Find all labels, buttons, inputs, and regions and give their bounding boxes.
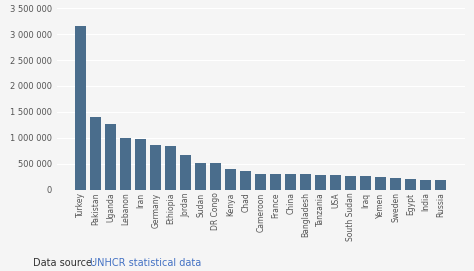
Bar (271, 174, 281, 190)
Bar (301, 175, 311, 190)
Bar (436, 180, 446, 190)
Bar (150, 145, 161, 190)
Bar (420, 180, 431, 190)
Bar (330, 175, 341, 190)
Bar (91, 117, 101, 190)
Bar (136, 139, 146, 190)
Bar (240, 170, 251, 190)
Bar (210, 163, 221, 190)
Bar (391, 178, 401, 190)
Bar (226, 169, 236, 190)
Bar (255, 174, 266, 190)
Text: UNHCR statistical data: UNHCR statistical data (90, 258, 201, 268)
Bar (346, 176, 356, 190)
Bar (181, 155, 191, 190)
Bar (375, 177, 386, 190)
Bar (316, 175, 326, 190)
Bar (285, 174, 296, 190)
Bar (75, 26, 86, 190)
Bar (405, 179, 416, 190)
Bar (360, 176, 371, 190)
Bar (195, 163, 206, 190)
Bar (105, 124, 116, 190)
Text: Data source:: Data source: (33, 258, 99, 268)
Bar (120, 138, 131, 190)
Bar (165, 146, 176, 190)
